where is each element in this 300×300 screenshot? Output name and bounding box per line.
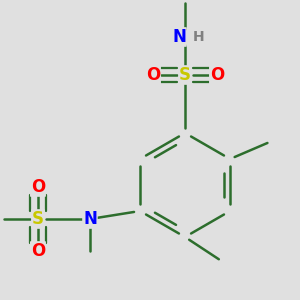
Text: H: H [193, 30, 205, 44]
Text: S: S [179, 66, 191, 84]
Text: O: O [31, 242, 45, 260]
Text: O: O [146, 66, 160, 84]
Text: N: N [172, 28, 186, 46]
Text: O: O [210, 66, 224, 84]
Text: S: S [32, 210, 44, 228]
Text: N: N [83, 210, 97, 228]
Text: O: O [31, 178, 45, 196]
